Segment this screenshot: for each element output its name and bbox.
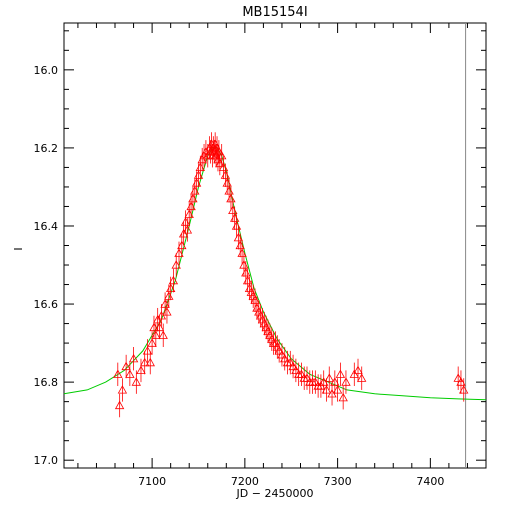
data-markers	[113, 139, 469, 410]
plot-frame	[63, 22, 487, 469]
data-point	[456, 377, 466, 386]
data-point	[224, 186, 234, 195]
data-point	[177, 240, 187, 250]
data-point	[353, 365, 363, 375]
x-tick-label: 7300	[324, 475, 352, 488]
data-point	[128, 353, 139, 363]
y-tick-label: 16.4	[34, 220, 59, 233]
error-bars	[117, 132, 465, 418]
y-axis-label: I	[12, 247, 25, 250]
data-point	[147, 338, 157, 347]
y-tick-label: 16.6	[34, 298, 59, 311]
data-point	[218, 162, 229, 172]
y-tick-label: 16.2	[34, 142, 59, 155]
data-point	[222, 178, 232, 187]
data-point	[180, 217, 191, 226]
data-point	[250, 295, 260, 304]
x-tick-labels: 7100 7200 7300 7400	[138, 475, 444, 488]
data-point	[113, 369, 123, 378]
data-point	[131, 377, 141, 386]
data-point	[237, 248, 247, 257]
data-point	[114, 400, 125, 410]
y-tick-label: 16.8	[34, 376, 59, 389]
data-point	[190, 186, 200, 195]
data-point	[228, 205, 238, 215]
data-point	[277, 349, 287, 359]
y-tick-labels: 16.0 16.2 16.4 16.6 16.8 17.0	[34, 64, 59, 467]
data-point	[285, 357, 295, 367]
y-tick-label: 16.0	[34, 64, 59, 77]
data-point	[324, 373, 334, 382]
data-point	[310, 377, 320, 386]
data-point	[280, 353, 290, 363]
data-point	[242, 275, 253, 285]
data-point	[182, 225, 193, 234]
data-point	[226, 193, 236, 203]
data-point	[140, 357, 150, 367]
data-point	[121, 361, 131, 371]
data-point	[158, 330, 168, 339]
data-point	[188, 193, 198, 203]
x-tick-label: 7400	[416, 475, 444, 488]
data-point	[357, 373, 367, 382]
data-point	[332, 385, 343, 394]
x-axis-label: JD − 2450000	[236, 487, 314, 500]
data-point	[291, 365, 301, 375]
data-point	[193, 170, 204, 179]
data-point	[338, 392, 348, 402]
data-point	[233, 232, 244, 242]
data-point	[149, 322, 159, 332]
data-point	[125, 369, 135, 378]
data-point	[239, 260, 249, 269]
data-point	[302, 373, 312, 382]
data-point	[453, 373, 463, 382]
data-point	[162, 307, 172, 316]
data-point	[235, 240, 245, 250]
data-point	[136, 365, 146, 375]
data-point	[160, 299, 170, 308]
data-point	[241, 267, 251, 277]
data-point	[459, 385, 469, 394]
data-point	[231, 221, 242, 230]
data-point	[230, 213, 240, 222]
data-point	[321, 385, 332, 394]
data-point	[184, 209, 194, 218]
x-tick-label: 7200	[231, 475, 259, 488]
data-point	[168, 275, 179, 285]
data-point	[195, 162, 205, 172]
data-point	[217, 150, 227, 160]
data-point	[142, 346, 153, 355]
data-point	[186, 201, 196, 211]
x-tick-label: 7100	[138, 475, 166, 488]
data-point	[335, 369, 346, 378]
data-point	[171, 260, 181, 269]
data-point	[151, 330, 161, 339]
data-point	[145, 357, 155, 367]
data-point	[296, 369, 307, 378]
data-point	[220, 170, 231, 179]
axis-ticks	[64, 23, 487, 468]
data-point	[214, 146, 224, 156]
data-point	[274, 346, 284, 355]
data-point	[174, 248, 184, 257]
data-point	[154, 322, 165, 332]
data-point	[117, 385, 128, 394]
data-point	[330, 377, 340, 386]
data-point	[164, 291, 174, 300]
data-point	[191, 178, 202, 187]
model-curve	[63, 147, 487, 401]
data-point	[215, 158, 225, 168]
data-point	[288, 361, 298, 371]
chart-title: MB15154I	[242, 5, 307, 20]
data-point	[166, 283, 176, 293]
data-point	[341, 377, 351, 386]
y-tick-label: 17.0	[34, 454, 59, 467]
